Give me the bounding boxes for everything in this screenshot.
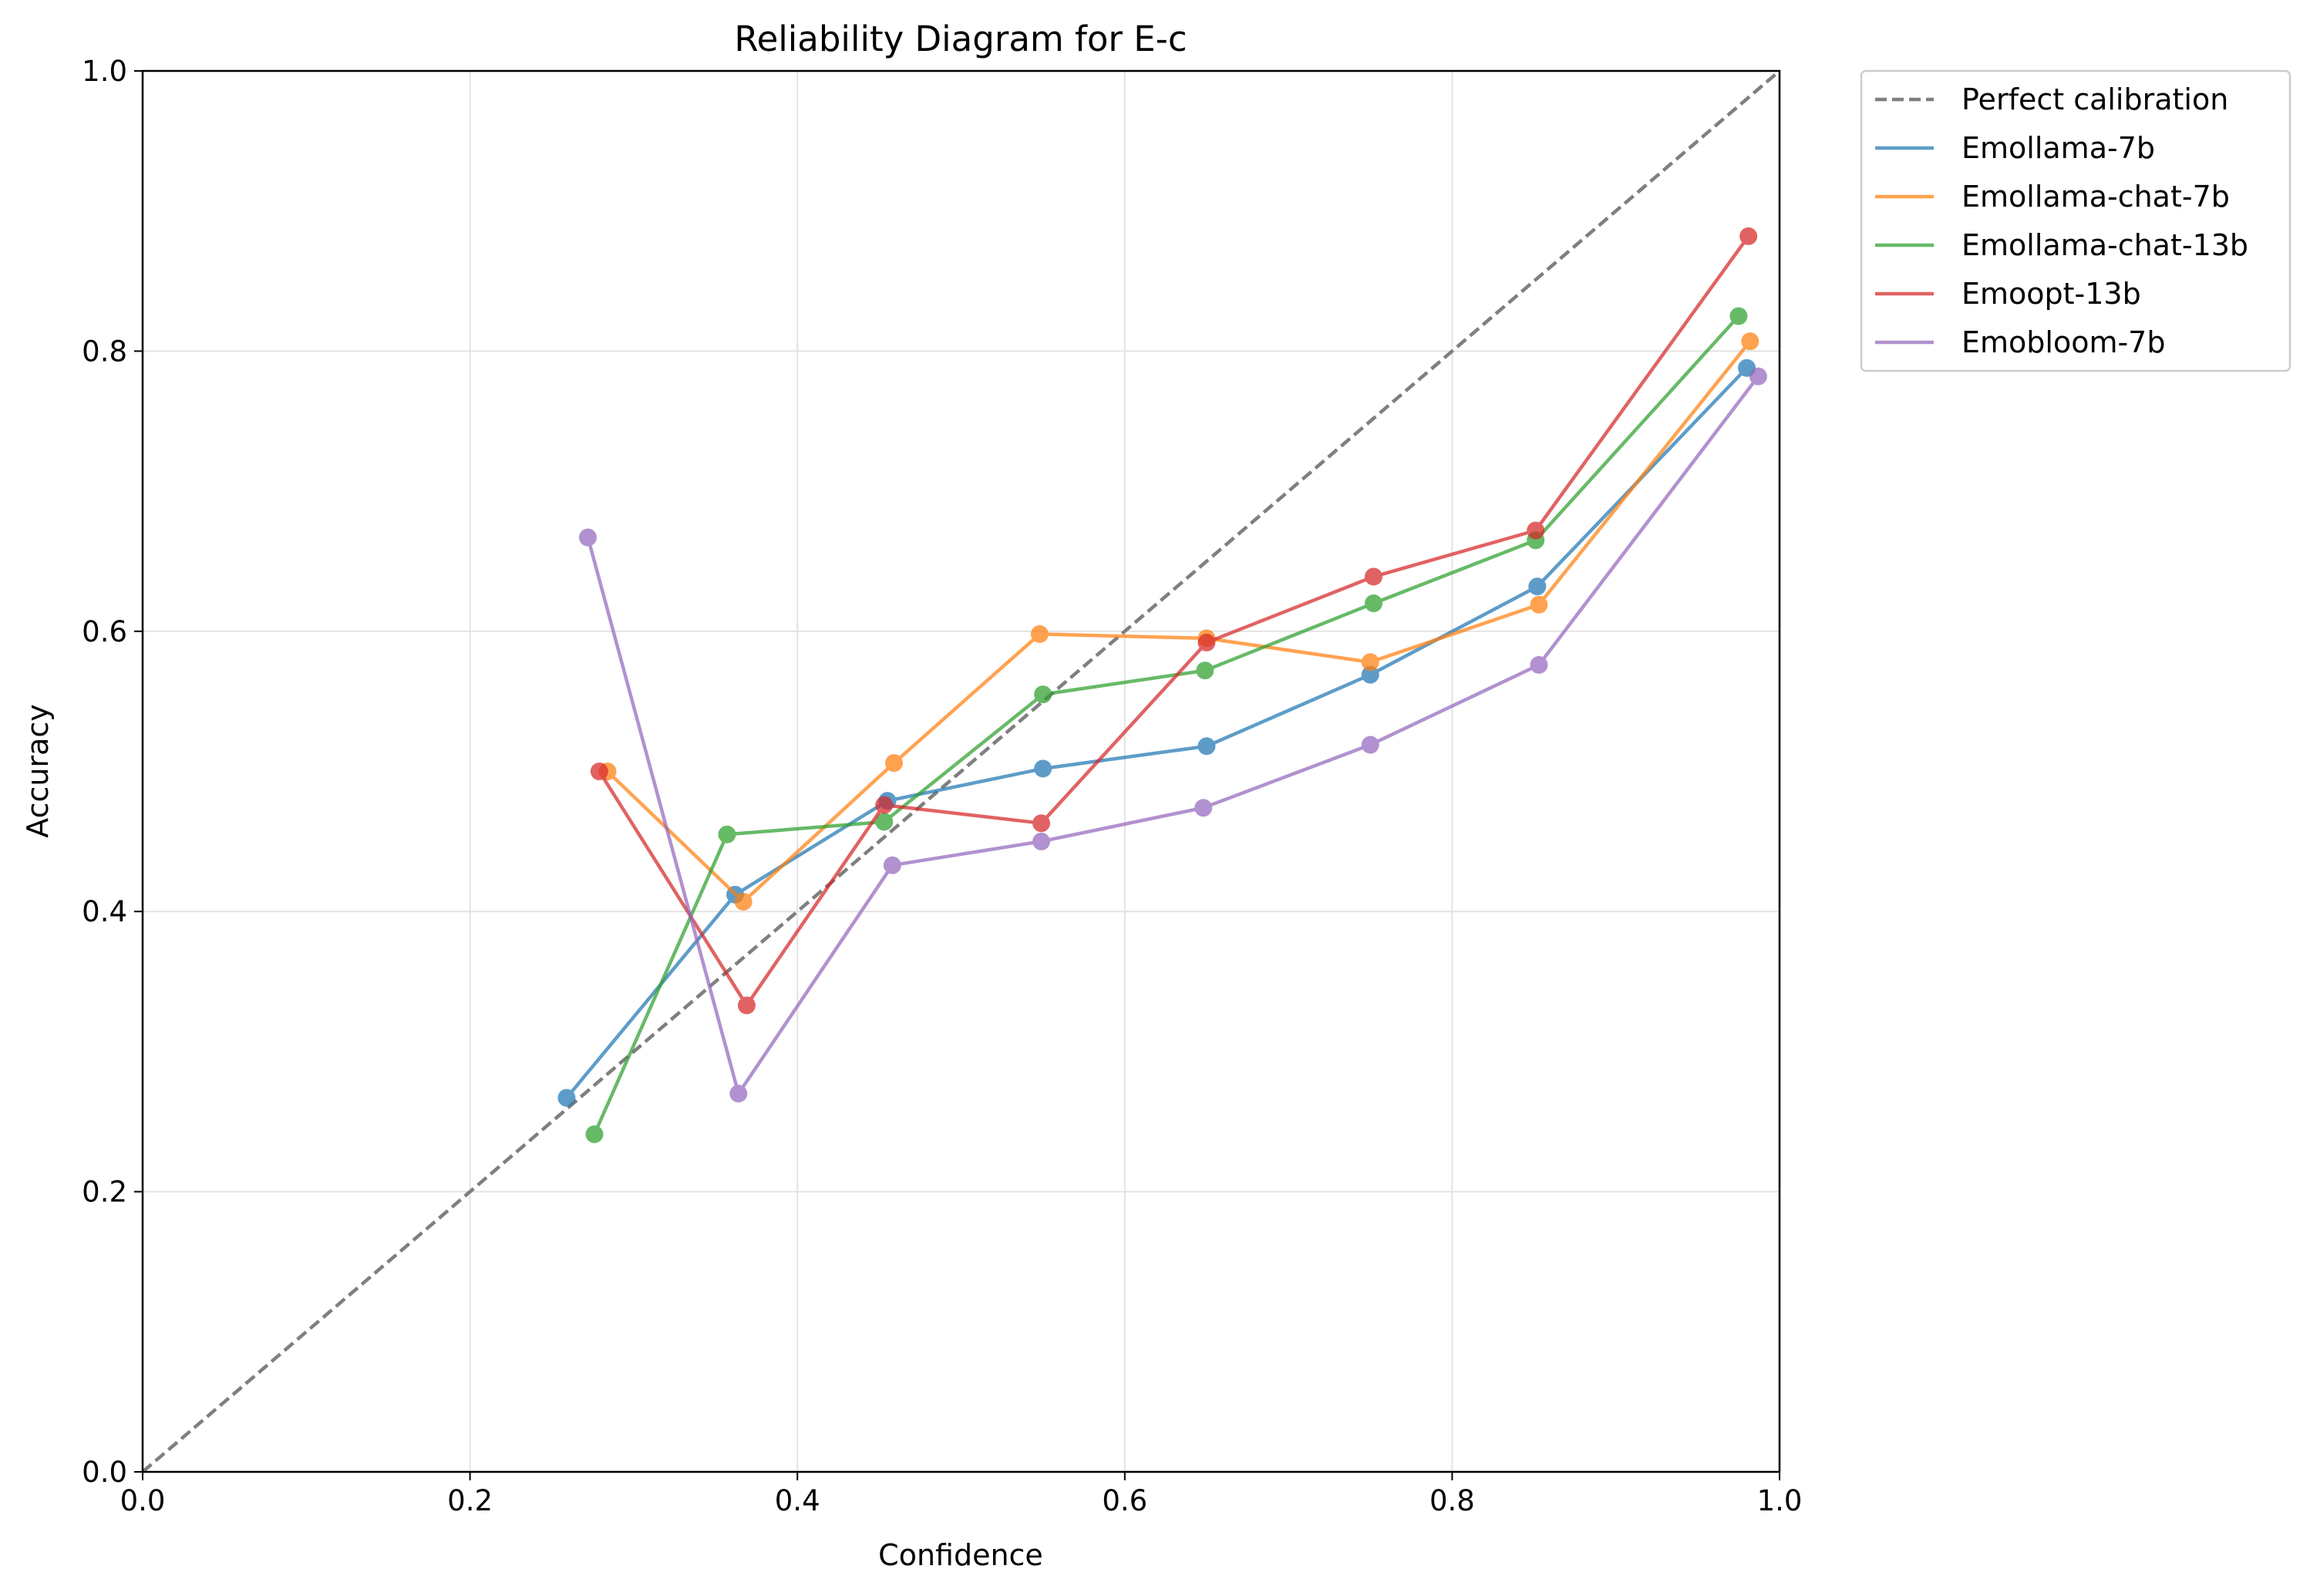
ticks-layer: 0.0 0.2 0.4 0.6 0.8 1.0 0.0 0.2 0.4 0.6 0.8 1.0	[82, 55, 1802, 1517]
data-point	[1034, 759, 1052, 778]
chart-title: Reliability Diagram for E-c	[734, 19, 1187, 59]
grid-layer	[142, 70, 1780, 1473]
legend-label: Emollama-chat-13b	[1961, 228, 2248, 262]
data-point	[1749, 367, 1767, 386]
data-point	[883, 856, 901, 874]
legend-entry: Emobloom-7b	[1875, 325, 2165, 359]
data-point	[884, 754, 903, 773]
data-point	[1729, 307, 1748, 325]
data-point	[1197, 737, 1216, 756]
legend: Perfect calibration Emollama-7b Emollama-c…	[1860, 69, 2291, 372]
x-tick-label: 0.2	[447, 1484, 493, 1517]
data-point	[590, 763, 608, 780]
y-tick-label: 1.0	[82, 55, 127, 88]
data-point	[1196, 662, 1214, 680]
data-point	[1034, 685, 1052, 704]
y-tick-label: 0.8	[82, 335, 127, 368]
legend-label: Emollama-7b	[1961, 131, 2155, 165]
data-point	[578, 528, 597, 547]
legend-label: Emollama-chat-7b	[1961, 180, 2230, 214]
x-tick-label: 0.4	[775, 1484, 820, 1517]
series-emoopt-13b	[590, 227, 1758, 1015]
data-point	[734, 892, 753, 911]
y-tick-label: 0.2	[82, 1176, 127, 1209]
data-point	[1364, 567, 1382, 586]
x-tick-label: 1.0	[1757, 1484, 1803, 1517]
legend-label: Perfect calibration	[1961, 82, 2228, 116]
data-point	[1361, 665, 1379, 684]
data-point	[1197, 633, 1216, 652]
legend-frame	[1860, 69, 2291, 372]
legend-entry: Emoopt-13b	[1875, 277, 2141, 311]
perfect-calibration-line	[141, 69, 1781, 1473]
data-point	[585, 1125, 604, 1143]
y-tick-label: 0.4	[82, 895, 127, 928]
legend-entry: Perfect calibration	[1875, 82, 2228, 116]
y-axis-title: Accuracy	[21, 704, 55, 838]
series-emollama-7b	[557, 359, 1756, 1107]
series-line	[565, 366, 1749, 1099]
legend-entry: Emollama-7b	[1875, 131, 2155, 165]
data-point	[1361, 653, 1379, 672]
series-line	[592, 315, 1740, 1136]
x-tick-label: 0.8	[1429, 1484, 1475, 1517]
data-point	[1032, 832, 1051, 850]
legend-entry: Emollama-chat-13b	[1875, 228, 2248, 262]
y-tick-label: 0.6	[82, 615, 127, 648]
data-point	[1194, 799, 1213, 817]
data-point	[875, 813, 894, 831]
x-tick-label: 0.0	[120, 1484, 166, 1517]
series-layer	[557, 227, 1767, 1143]
x-axis-title: Confidence	[878, 1538, 1043, 1572]
series-line	[598, 235, 1750, 1008]
data-point	[718, 825, 736, 843]
y-tick-label: 0.0	[82, 1456, 127, 1489]
legend-entry: Emollama-chat-7b	[1875, 180, 2230, 214]
series-line	[606, 340, 1752, 904]
reference-line-layer	[141, 69, 1781, 1473]
legend-label: Emoopt-13b	[1961, 277, 2141, 311]
legend-items: Perfect calibration Emollama-7b Emollama-c…	[1875, 82, 2248, 359]
data-point	[1361, 736, 1379, 754]
plot-frame	[141, 69, 1781, 1473]
data-point	[1032, 814, 1051, 833]
data-point	[875, 796, 894, 814]
data-point	[1741, 332, 1759, 351]
data-point	[737, 996, 756, 1015]
data-point	[1530, 595, 1548, 614]
data-point	[557, 1089, 576, 1107]
data-point	[1527, 521, 1545, 540]
data-point	[729, 1084, 748, 1103]
x-tick-label: 0.6	[1102, 1484, 1147, 1517]
data-point	[1030, 625, 1049, 643]
data-point	[1364, 594, 1382, 612]
series-emobloom-7b	[578, 367, 1767, 1103]
data-point	[1528, 577, 1547, 596]
data-point	[1739, 227, 1758, 245]
data-point	[1530, 655, 1548, 674]
legend-label: Emobloom-7b	[1961, 325, 2165, 359]
series-line	[586, 375, 1760, 1096]
